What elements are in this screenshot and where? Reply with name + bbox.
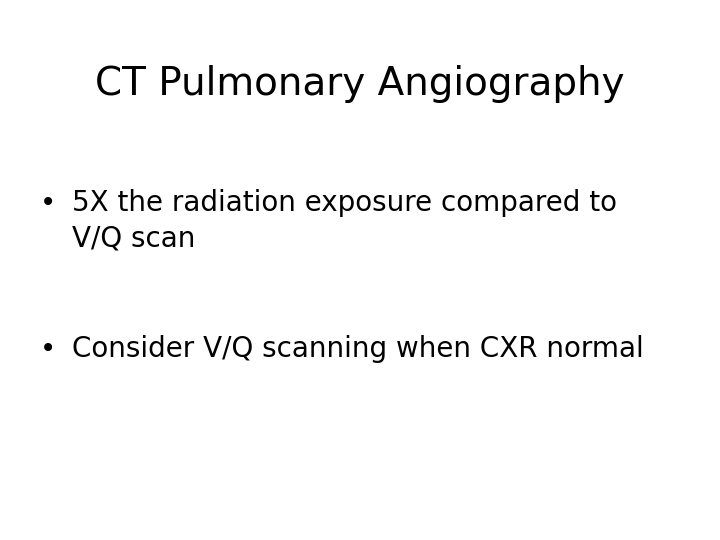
Text: •: •	[40, 189, 56, 217]
Text: CT Pulmonary Angiography: CT Pulmonary Angiography	[95, 65, 625, 103]
Text: Consider V/Q scanning when CXR normal: Consider V/Q scanning when CXR normal	[72, 335, 644, 363]
Text: •: •	[40, 335, 56, 363]
Text: 5X the radiation exposure compared to
V/Q scan: 5X the radiation exposure compared to V/…	[72, 189, 617, 253]
